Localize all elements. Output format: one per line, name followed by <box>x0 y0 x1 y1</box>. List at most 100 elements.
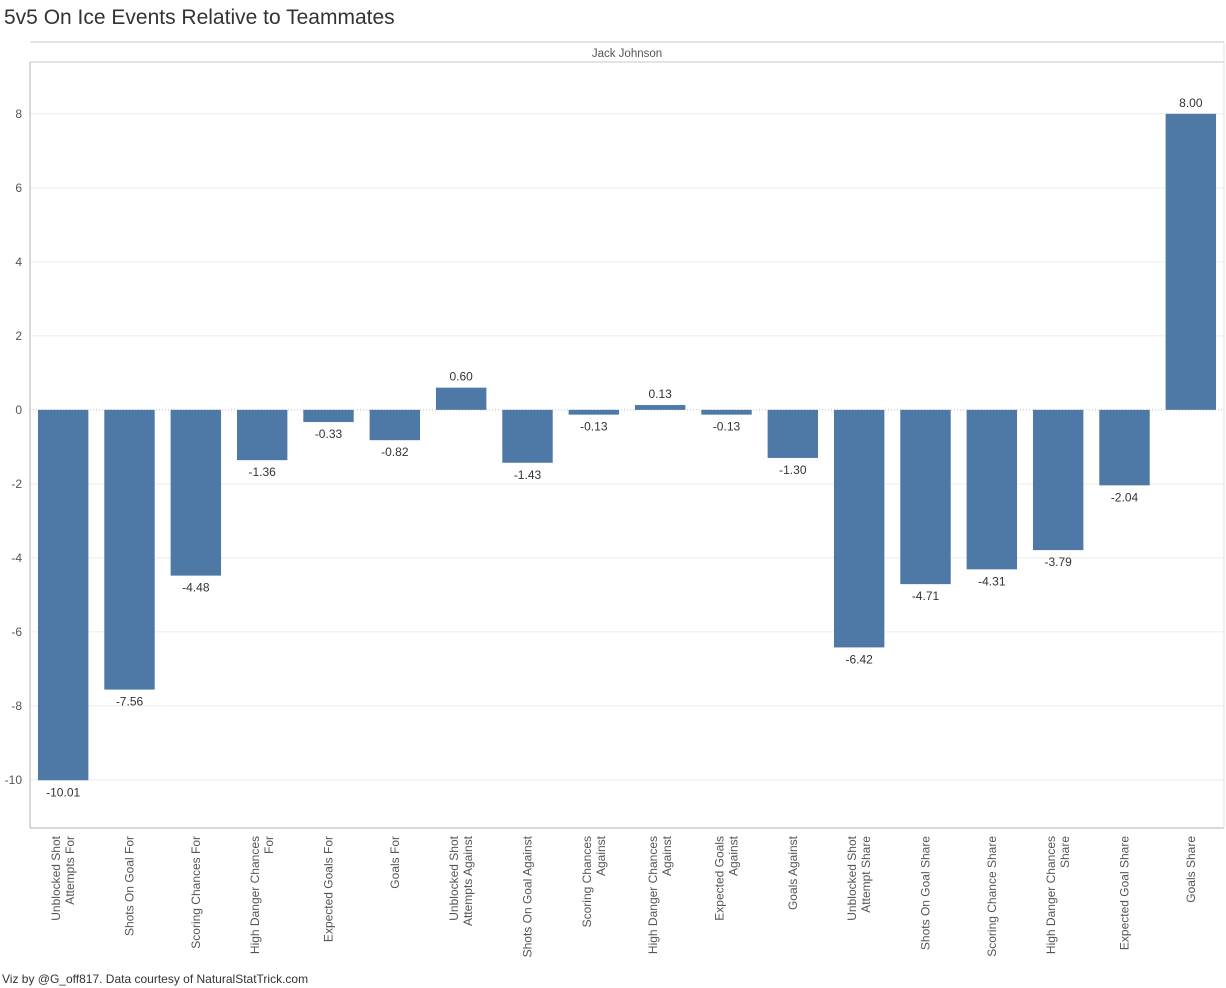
bar[interactable] <box>303 409 354 423</box>
category-label: Expected Goals Against <box>713 835 741 920</box>
bar[interactable] <box>236 409 288 461</box>
category-label-line: Unblocked Shot <box>49 835 63 920</box>
data-label: -0.13 <box>580 420 608 434</box>
footer-credit: Viz by @G_off817. Data courtesy of Natur… <box>2 972 309 986</box>
category-label-line: Unblocked Shot <box>447 835 461 920</box>
category-label: Unblocked Shot Attempts For <box>49 835 77 920</box>
category-label: Goals For <box>388 836 402 889</box>
category-label-line: Shots On Goal Against <box>521 835 535 957</box>
category-label-line: Expected Goal Share <box>1118 836 1132 950</box>
category-label-line: Expected Goals <box>713 836 727 921</box>
bar[interactable] <box>435 387 487 410</box>
category-label: Shots On Goal Against <box>521 835 535 957</box>
bar[interactable] <box>104 409 155 690</box>
data-label: -0.13 <box>713 420 741 434</box>
data-label: -1.36 <box>248 465 276 479</box>
data-label: -4.48 <box>182 581 210 595</box>
category-label-line: Attempt Share <box>859 836 873 913</box>
category-label-line: Against <box>594 835 608 876</box>
y-tick-label: -10 <box>5 773 23 787</box>
bar[interactable] <box>369 409 421 441</box>
category-label-line: Scoring Chances <box>580 836 594 927</box>
data-label: -0.33 <box>315 427 343 441</box>
y-tick-label: 8 <box>15 107 22 121</box>
bar[interactable] <box>966 409 1018 570</box>
chart-title: 5v5 On Ice Events Relative to Teammates <box>4 6 395 29</box>
category-label: Scoring Chances Against <box>580 835 608 927</box>
bar[interactable] <box>1032 409 1084 551</box>
category-label: Shots On Goal For <box>123 836 137 936</box>
category-label-line: Goals Against <box>786 835 800 910</box>
bar[interactable] <box>170 409 222 576</box>
category-label: Unblocked Shot Attempt Share <box>845 835 873 920</box>
data-label: -2.04 <box>1111 490 1139 504</box>
bar[interactable] <box>1165 113 1217 410</box>
category-label-line: Expected Goals For <box>322 836 336 942</box>
category-label-line: Goals For <box>388 836 402 889</box>
category-label: Scoring Chances For <box>189 836 203 949</box>
bar[interactable] <box>900 409 951 585</box>
category-labels: Unblocked Shot Attempts For Shots On Goal … <box>49 835 1198 957</box>
category-label-line: For <box>262 836 276 854</box>
y-tick-label: 2 <box>15 329 22 343</box>
y-tick-label: -4 <box>11 551 22 565</box>
category-label: High Danger Chances Against <box>646 835 674 954</box>
category-label-line: Attempts Against <box>461 835 475 926</box>
category-label: Expected Goals For <box>322 836 336 942</box>
bar[interactable] <box>568 409 620 415</box>
data-label: -4.31 <box>978 574 1006 588</box>
y-tick-label: -8 <box>11 699 22 713</box>
chart-frame: Jack Johnson <box>29 41 1225 829</box>
gridlines <box>30 113 1224 781</box>
category-label-line: Shots On Goal Share <box>919 836 933 950</box>
data-label: -6.42 <box>845 652 873 666</box>
category-label-line: Goals Share <box>1184 836 1198 903</box>
y-tick-label: 0 <box>15 403 22 417</box>
bar[interactable] <box>701 409 752 415</box>
bar[interactable] <box>833 409 885 648</box>
bar[interactable] <box>1099 409 1150 486</box>
data-label: -0.82 <box>381 445 409 459</box>
data-label: -1.43 <box>514 468 542 482</box>
category-label-line: Attempts For <box>63 836 77 905</box>
category-label: High Danger Chances Share <box>1044 836 1072 954</box>
bar[interactable] <box>634 405 686 410</box>
category-label: Scoring Chance Share <box>985 836 999 957</box>
data-labels: -10.01 -7.56 -4.48 -1.36 -0.33 -0.82 0.60 -1.43… <box>46 96 1203 799</box>
data-label: -7.56 <box>116 695 144 709</box>
bar[interactable] <box>502 409 553 463</box>
data-label: -10.01 <box>46 785 80 799</box>
category-label-line: Against <box>727 835 741 876</box>
y-tick-label: -2 <box>11 477 22 491</box>
category-label: Unblocked Shot Attempts Against <box>447 835 475 926</box>
bar[interactable] <box>767 409 819 458</box>
category-label: Shots On Goal Share <box>919 836 933 950</box>
bar[interactable] <box>37 409 89 781</box>
category-label-line: High Danger Chances <box>248 836 262 954</box>
bars <box>37 113 1217 781</box>
y-tick-label: 4 <box>15 255 22 269</box>
category-label-line: Shots On Goal For <box>123 836 137 936</box>
data-label: -1.30 <box>779 463 807 477</box>
category-label: Expected Goal Share <box>1118 836 1132 950</box>
data-label: 8.00 <box>1179 96 1203 110</box>
y-axis: 8 6 4 2 0 -2 -4 -6 -8 -10 <box>5 107 23 787</box>
data-label: 0.60 <box>449 370 473 384</box>
category-label: Goals Share <box>1184 836 1198 903</box>
data-label: -4.71 <box>912 589 940 603</box>
category-label: Goals Against <box>786 835 800 910</box>
category-label-line: Scoring Chances For <box>189 836 203 949</box>
category-label-line: High Danger Chances <box>646 836 660 954</box>
data-label: -3.79 <box>1044 555 1072 569</box>
y-tick-label: 6 <box>15 181 22 195</box>
category-label: High Danger Chances For <box>248 836 276 954</box>
data-label: 0.13 <box>648 387 672 401</box>
category-label-line: Against <box>660 835 674 876</box>
category-label-line: High Danger Chances <box>1044 836 1058 954</box>
category-label-line: Share <box>1058 836 1072 868</box>
category-label-line: Scoring Chance Share <box>985 836 999 957</box>
category-label-line: Unblocked Shot <box>845 835 859 920</box>
y-tick-label: -6 <box>11 625 22 639</box>
pane-header: Jack Johnson <box>592 48 662 60</box>
